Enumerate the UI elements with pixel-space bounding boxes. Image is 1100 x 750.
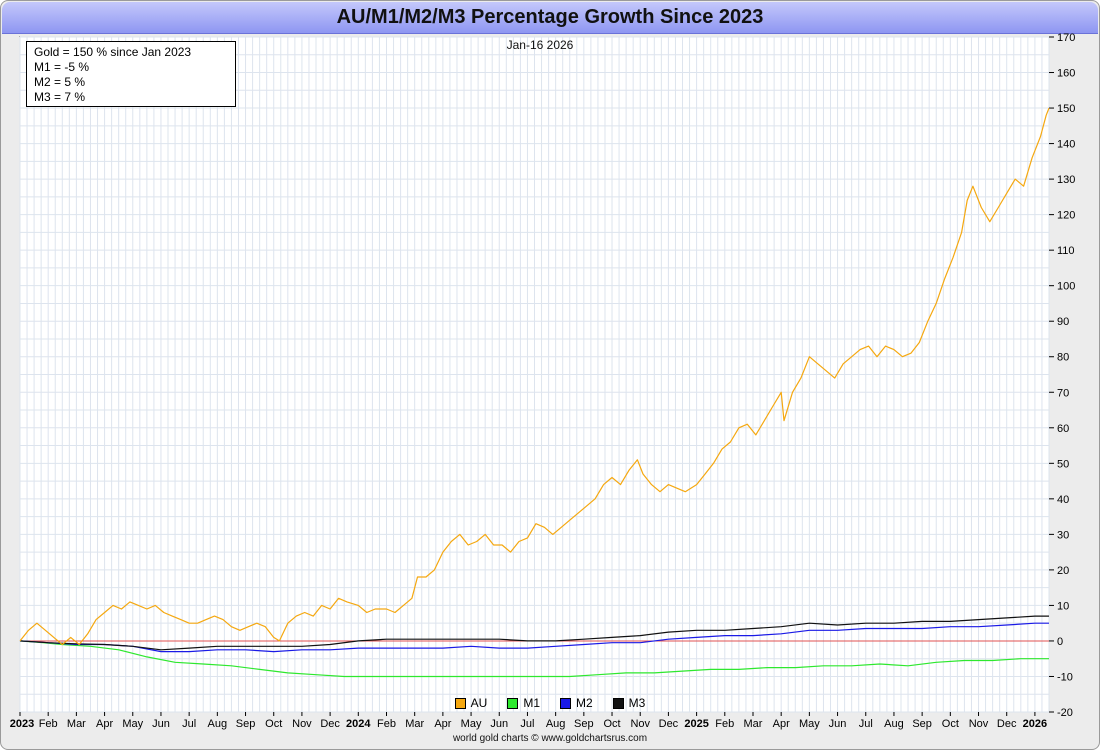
x-tick-label: Feb: [715, 718, 734, 730]
footer-credit: world gold charts © www.goldchartsrus.co…: [452, 733, 648, 744]
summary-m2: M2 = 5 %: [34, 75, 86, 89]
y-tick-label: 80: [1057, 352, 1069, 364]
x-tick-label: May: [122, 718, 143, 730]
y-tick-label: 170: [1057, 32, 1075, 44]
y-tick-label: 50: [1057, 458, 1069, 470]
legend-label: M2: [576, 696, 593, 710]
series-line-m1: [19, 640, 1049, 678]
x-tick-label: 2023: [10, 718, 34, 730]
x-tick-label: Sep: [912, 718, 932, 730]
legend: AU M1 M2 M3: [0, 696, 1100, 710]
x-tick-label: 2025: [684, 718, 708, 730]
summary-gold: Gold = 150 % since Jan 2023: [34, 45, 192, 59]
x-tick-label: Jun: [490, 718, 508, 730]
x-tick-label: Apr: [96, 718, 113, 730]
y-tick-label: 120: [1057, 210, 1075, 222]
x-tick-label: Jul: [182, 718, 196, 730]
x-tick-label: Sep: [574, 718, 594, 730]
x-tick-label: Aug: [208, 718, 228, 730]
x-tick-label: Sep: [236, 718, 256, 730]
y-tick-label: 150: [1057, 103, 1075, 115]
legend-swatch: [454, 697, 466, 709]
x-tick-label: Nov: [292, 718, 312, 730]
x-tick-label: Dec: [659, 718, 679, 730]
y-tick-label: 160: [1057, 68, 1075, 80]
y-tick-label: 130: [1057, 174, 1075, 186]
y-tick-label: -10: [1057, 671, 1073, 683]
x-tick-label: Jun: [829, 718, 847, 730]
series-line-m3: [19, 615, 1049, 651]
x-tick-label: Oct: [603, 718, 620, 730]
y-tick-label: 70: [1057, 387, 1069, 399]
x-tick-label: May: [799, 718, 820, 730]
legend-label: AU: [470, 696, 488, 710]
legend-item-m1: M1: [507, 696, 540, 710]
summary-m1: M1 = -5 %: [34, 60, 90, 74]
x-tick-label: Feb: [377, 718, 396, 730]
legend-label: M3: [628, 696, 646, 710]
grid-lines: [19, 36, 1050, 713]
legend-swatch: [560, 697, 571, 709]
x-tick-label: Aug: [884, 718, 904, 730]
series-line-m2: [19, 622, 1049, 653]
x-tick-label: Apr: [773, 718, 790, 730]
x-tick-label: Dec: [320, 718, 340, 730]
y-tick-label: 90: [1057, 316, 1069, 328]
y-tick-label: 60: [1057, 423, 1069, 435]
x-tick-label: May: [461, 718, 482, 730]
y-tick-label: 40: [1057, 494, 1069, 506]
y-tick-label: 0: [1057, 636, 1063, 648]
x-tick-label: Jul: [520, 718, 534, 730]
x-tick-label: Aug: [546, 718, 566, 730]
legend-item-au: AU: [454, 696, 488, 710]
legend-swatch: [612, 697, 624, 709]
chart-title: AU/M1/M2/M3 Percentage Growth Since 2023: [2, 2, 1098, 34]
summary-box: Gold = 150 % since Jan 2023 M1 = -5 % M2…: [26, 41, 236, 107]
x-tick-label: 2026: [1023, 718, 1047, 730]
x-tick-label: Mar: [405, 718, 424, 730]
y-tick-label: 140: [1057, 139, 1075, 151]
x-tick-label: Feb: [39, 718, 58, 730]
legend-item-m2: M2: [560, 696, 593, 710]
y-tick-label: 20: [1057, 565, 1069, 577]
y-tick-label: 10: [1057, 600, 1069, 612]
chart-date-label: Jan-16 2026: [506, 38, 574, 52]
y-tick-label: 110: [1057, 245, 1075, 257]
x-axis: 2023 Feb Mar Apr May Jun Jul Aug Sep Oct Nov Dec 202…: [10, 712, 1047, 730]
series-line-au: [19, 107, 1050, 646]
x-tick-label: Apr: [434, 718, 451, 730]
x-tick-label: Jun: [152, 718, 170, 730]
summary-m3: M3 = 7 %: [34, 90, 86, 104]
legend-label: M1: [523, 696, 540, 710]
y-tick-label: 100: [1057, 281, 1075, 293]
x-tick-label: Mar: [67, 718, 86, 730]
x-tick-label: 2024: [346, 718, 371, 730]
x-tick-label: Dec: [997, 718, 1017, 730]
x-tick-label: Mar: [744, 718, 763, 730]
x-tick-label: Oct: [942, 718, 959, 730]
x-tick-label: Nov: [969, 718, 989, 730]
x-tick-label: Jul: [859, 718, 873, 730]
legend-item-m3: M3: [612, 696, 646, 710]
y-tick-label: -20: [1057, 707, 1073, 719]
y-axis: -20 -10 0 10 20 30 40 50 60 70 80 90 100 110 120 130 140…: [1049, 32, 1075, 719]
x-tick-label: Oct: [265, 718, 282, 730]
y-tick-label: 30: [1057, 529, 1069, 541]
legend-swatch: [507, 697, 519, 709]
series-lines: [19, 107, 1050, 678]
x-tick-label: Nov: [630, 718, 650, 730]
